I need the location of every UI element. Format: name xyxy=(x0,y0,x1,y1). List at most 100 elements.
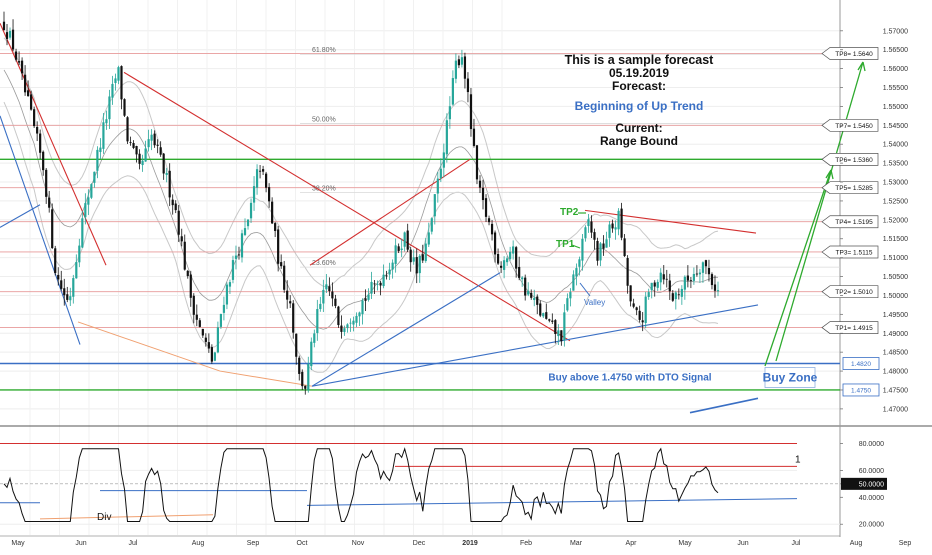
time-tick-label-3: Aug xyxy=(192,540,205,547)
candle-body xyxy=(557,330,560,337)
candle-body xyxy=(39,133,42,153)
candle-body xyxy=(659,272,662,283)
candle-body xyxy=(436,178,439,194)
grid xyxy=(0,0,932,537)
candle-body xyxy=(301,371,304,387)
oscillator-curve xyxy=(3,447,719,522)
candle-body xyxy=(629,285,632,302)
projection-arrow-1 xyxy=(764,169,832,367)
candle-body xyxy=(457,59,461,66)
candle-body xyxy=(683,276,686,290)
trend-lines xyxy=(0,23,759,414)
tp-callout-label-6: TP6= 1.5360 xyxy=(835,157,873,164)
candle-body xyxy=(93,171,96,183)
candle-body xyxy=(343,328,346,332)
candle-body xyxy=(593,232,596,240)
candle-body xyxy=(346,324,349,329)
band-lower xyxy=(3,101,719,373)
candle-body xyxy=(334,298,337,306)
candle-body xyxy=(78,245,81,263)
candle-body xyxy=(527,290,530,295)
zone-callout-label-0: 1.4820 xyxy=(851,361,871,368)
price-tick-label-2: 1.56000 xyxy=(883,66,908,73)
candle-body xyxy=(66,294,69,300)
candle-body xyxy=(373,283,376,285)
price-tick-label-19: 1.47500 xyxy=(883,387,908,394)
price-tick-label-5: 1.54500 xyxy=(883,123,908,130)
candle-body xyxy=(475,145,479,180)
candle-body xyxy=(515,247,518,269)
time-tick-label-12: May xyxy=(678,540,692,547)
price-tick-label-7: 1.53500 xyxy=(883,161,908,168)
candle-body xyxy=(680,288,683,297)
fib-label-1: 50.00% xyxy=(312,116,336,123)
tp-callout-label-3: TP3= 1.5115 xyxy=(836,249,873,256)
candle-body xyxy=(304,385,307,389)
time-tick-label-7: Dec xyxy=(413,540,426,547)
candle-body xyxy=(120,66,123,100)
forecast-date: 05.19.2019 xyxy=(609,66,669,80)
tp-callout-2 xyxy=(821,285,879,299)
candle-body xyxy=(376,283,379,285)
candle-body xyxy=(524,277,527,296)
price-tick-label-18: 1.48000 xyxy=(883,369,908,376)
candle-body xyxy=(36,126,39,134)
candle-body xyxy=(469,94,473,130)
candle-body xyxy=(141,160,144,166)
fib-label-2: 38.20% xyxy=(312,186,336,193)
fib-label-0: 61.80% xyxy=(312,47,336,54)
candle-body xyxy=(310,341,313,367)
time-tick-label-2: Jul xyxy=(129,540,138,547)
tp-callout-7 xyxy=(821,118,879,132)
candle-body xyxy=(406,230,409,250)
osc-tick-label-1: 60.0000 xyxy=(859,468,884,475)
tp-callout-5 xyxy=(821,181,879,195)
candle-body xyxy=(641,320,644,323)
orange-support xyxy=(77,321,313,387)
candle-body xyxy=(689,280,692,282)
osc-support-2 xyxy=(306,498,798,506)
candle-body xyxy=(138,153,141,164)
candle-body xyxy=(328,286,331,292)
price-tick-label-4: 1.55000 xyxy=(883,104,908,111)
candle-body xyxy=(243,228,247,235)
candle-body xyxy=(617,210,620,230)
candle-body xyxy=(331,291,334,299)
candle-body xyxy=(216,327,219,353)
oscillator-panel: Div 1 80.0000 60.0000 50.0000 40.0000 20.0000 xyxy=(0,441,887,529)
candle-body xyxy=(225,284,229,305)
candle-body xyxy=(234,255,238,259)
time-tick-label-16: Sep xyxy=(899,540,912,547)
candle-body xyxy=(596,240,599,261)
candle-body xyxy=(623,238,626,257)
buy-text: Buy above 1.4750 with DTO Signal xyxy=(548,373,711,384)
candle-body xyxy=(647,292,650,297)
candle-body xyxy=(325,284,328,290)
candle-body xyxy=(222,304,226,313)
price-axis: 1.57000 1.56500 1.56000 1.55500 1.55000 1.545… xyxy=(840,28,908,413)
tp-callout-label-7: TP7= 1.5450 xyxy=(835,123,873,130)
candle-body xyxy=(548,319,551,321)
candle-body xyxy=(614,227,617,230)
candle-body xyxy=(63,288,66,296)
candle-body xyxy=(57,274,60,280)
support-line-2 xyxy=(0,204,41,228)
candle-body xyxy=(258,170,262,172)
candle-body xyxy=(271,201,274,224)
candle-body xyxy=(268,187,271,202)
time-tick-label-8: 2019 xyxy=(462,540,478,547)
candle-body xyxy=(662,274,665,280)
candle-body xyxy=(620,208,623,238)
candle-body xyxy=(231,260,235,280)
candle-body xyxy=(51,209,54,249)
current-label: Current: xyxy=(615,121,662,135)
zone-callout-label-1: 1.4750 xyxy=(851,387,871,394)
candle-body xyxy=(451,78,454,105)
osc-tick-label-0: 80.0000 xyxy=(859,441,884,448)
price-tick-label-9: 1.52500 xyxy=(883,198,908,205)
candle-body xyxy=(509,251,512,259)
tp-callout-label-1: TP1= 1.4915 xyxy=(835,325,873,332)
candle-body xyxy=(81,218,84,248)
band-upper xyxy=(3,37,719,288)
